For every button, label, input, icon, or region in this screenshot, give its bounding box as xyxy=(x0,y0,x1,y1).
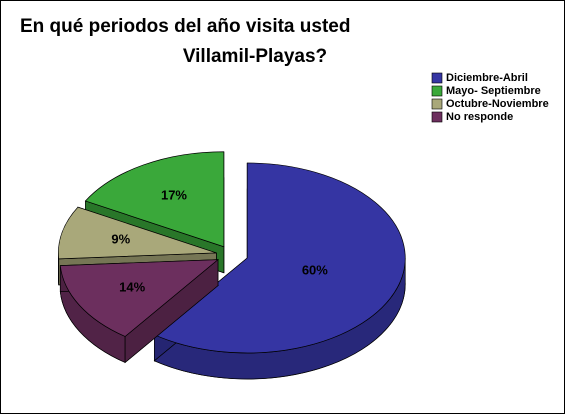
slice xyxy=(59,259,219,337)
data-label: 60% xyxy=(302,263,328,278)
legend-label: Mayo- Septiembre xyxy=(446,85,541,97)
chart-title: Villamil-Playas? xyxy=(183,46,327,67)
chart-title: En qué periodos del año visita usted xyxy=(20,16,350,37)
legend-label: Diciembre-Abril xyxy=(446,72,528,84)
legend-swatch xyxy=(431,85,443,97)
legend-label: Octubre-Noviembre xyxy=(446,98,549,110)
data-label: 17% xyxy=(161,187,187,202)
data-label: 9% xyxy=(111,231,130,246)
legend-label: No responde xyxy=(446,111,513,123)
legend-swatch xyxy=(431,111,443,123)
data-label: 14% xyxy=(119,279,145,294)
slice xyxy=(58,206,217,260)
slice xyxy=(84,151,225,248)
slice xyxy=(153,162,406,354)
legend-swatch xyxy=(431,72,443,84)
legend-swatch xyxy=(431,98,443,110)
